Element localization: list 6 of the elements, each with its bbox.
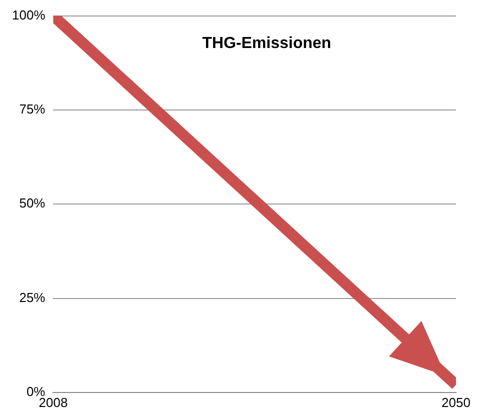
y-tick-label: 25% <box>19 290 46 305</box>
x-tick-label: 2050 <box>442 394 470 410</box>
y-tick-label: 100% <box>12 7 46 22</box>
y-tick-label: 50% <box>19 196 46 211</box>
y-tick-label: 75% <box>19 102 46 117</box>
text: THG-Emissionen <box>202 35 332 52</box>
